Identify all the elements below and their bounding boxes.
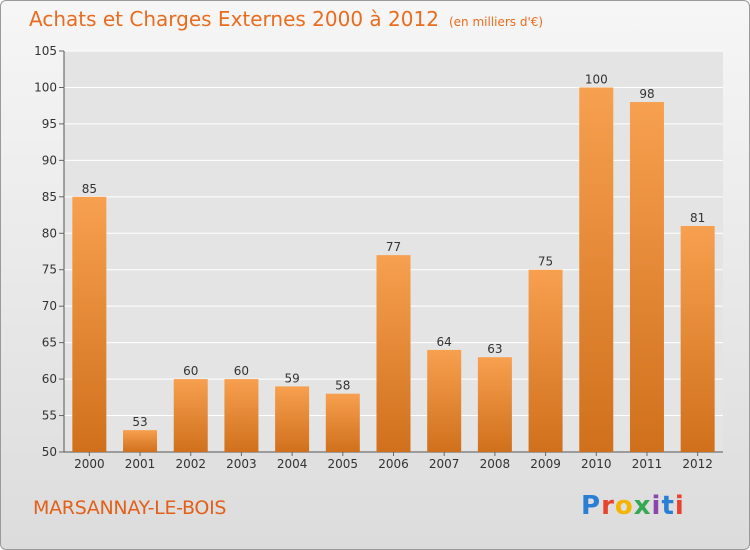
y-tick-label: 60 <box>42 372 57 386</box>
y-tick-label: 75 <box>42 263 57 277</box>
y-tick-label: 100 <box>34 80 57 94</box>
x-tick-label: 2010 <box>581 457 612 471</box>
data-label: 64 <box>437 335 452 349</box>
data-label: 75 <box>538 255 553 269</box>
y-tick-label: 80 <box>42 226 57 240</box>
logo-letter: P <box>581 491 602 521</box>
y-tick-label: 85 <box>42 190 57 204</box>
logo-letter: x <box>633 491 652 521</box>
bar <box>123 430 158 452</box>
logo-letter: i <box>674 491 685 521</box>
logo-letter: i <box>651 491 662 521</box>
bar <box>427 349 462 452</box>
data-label: 60 <box>234 364 249 378</box>
data-label: 77 <box>386 240 401 254</box>
x-tick-label: 2004 <box>277 457 308 471</box>
x-tick-label: 2007 <box>429 457 460 471</box>
bar <box>477 357 512 452</box>
data-label: 58 <box>335 379 350 393</box>
y-tick-label: 55 <box>42 409 57 423</box>
logo-letter: t <box>661 491 675 521</box>
data-label: 98 <box>639 87 654 101</box>
logo-letter: r <box>601 491 615 521</box>
x-tick-label: 2009 <box>530 457 561 471</box>
bar <box>72 196 107 452</box>
data-label: 60 <box>183 364 198 378</box>
bar <box>275 386 310 452</box>
x-tick-label: 2008 <box>480 457 511 471</box>
x-tick-label: 2000 <box>74 457 105 471</box>
city-name: MARSANNAY-LE-BOIS <box>33 497 227 519</box>
y-tick-label: 50 <box>42 445 57 459</box>
data-label: 63 <box>487 342 502 356</box>
y-tick-label: 90 <box>42 153 57 167</box>
data-label: 53 <box>132 415 147 429</box>
logo-letter: o <box>614 491 634 521</box>
x-tick-label: 2005 <box>328 457 359 471</box>
y-tick-label: 70 <box>42 299 57 313</box>
bar <box>376 255 411 452</box>
y-tick-label: 105 <box>34 44 57 58</box>
x-tick-label: 2003 <box>226 457 257 471</box>
x-tick-label: 2011 <box>632 457 663 471</box>
x-tick-label: 2006 <box>378 457 409 471</box>
data-label: 85 <box>82 182 97 196</box>
bar <box>528 269 563 452</box>
x-tick-label: 2001 <box>125 457 156 471</box>
bar <box>224 379 259 452</box>
x-tick-label: 2012 <box>682 457 713 471</box>
data-label: 100 <box>585 72 608 86</box>
chart-title: Achats et Charges Externes 2000 à 2012 (e… <box>29 7 543 31</box>
data-label: 81 <box>690 211 705 225</box>
chart-title-text: Achats et Charges Externes 2000 à 2012 <box>29 7 439 31</box>
bar <box>680 225 715 452</box>
proxiti-logo[interactable]: Proxiti <box>581 491 685 521</box>
bar <box>173 379 208 452</box>
y-tick-label: 95 <box>42 117 57 131</box>
bar <box>325 393 360 452</box>
y-tick-label: 65 <box>42 336 57 350</box>
data-label: 59 <box>284 371 299 385</box>
chart-unit: (en milliers d'€) <box>448 15 544 29</box>
x-tick-label: 2002 <box>175 457 206 471</box>
bar <box>629 102 664 452</box>
bar <box>579 87 614 453</box>
